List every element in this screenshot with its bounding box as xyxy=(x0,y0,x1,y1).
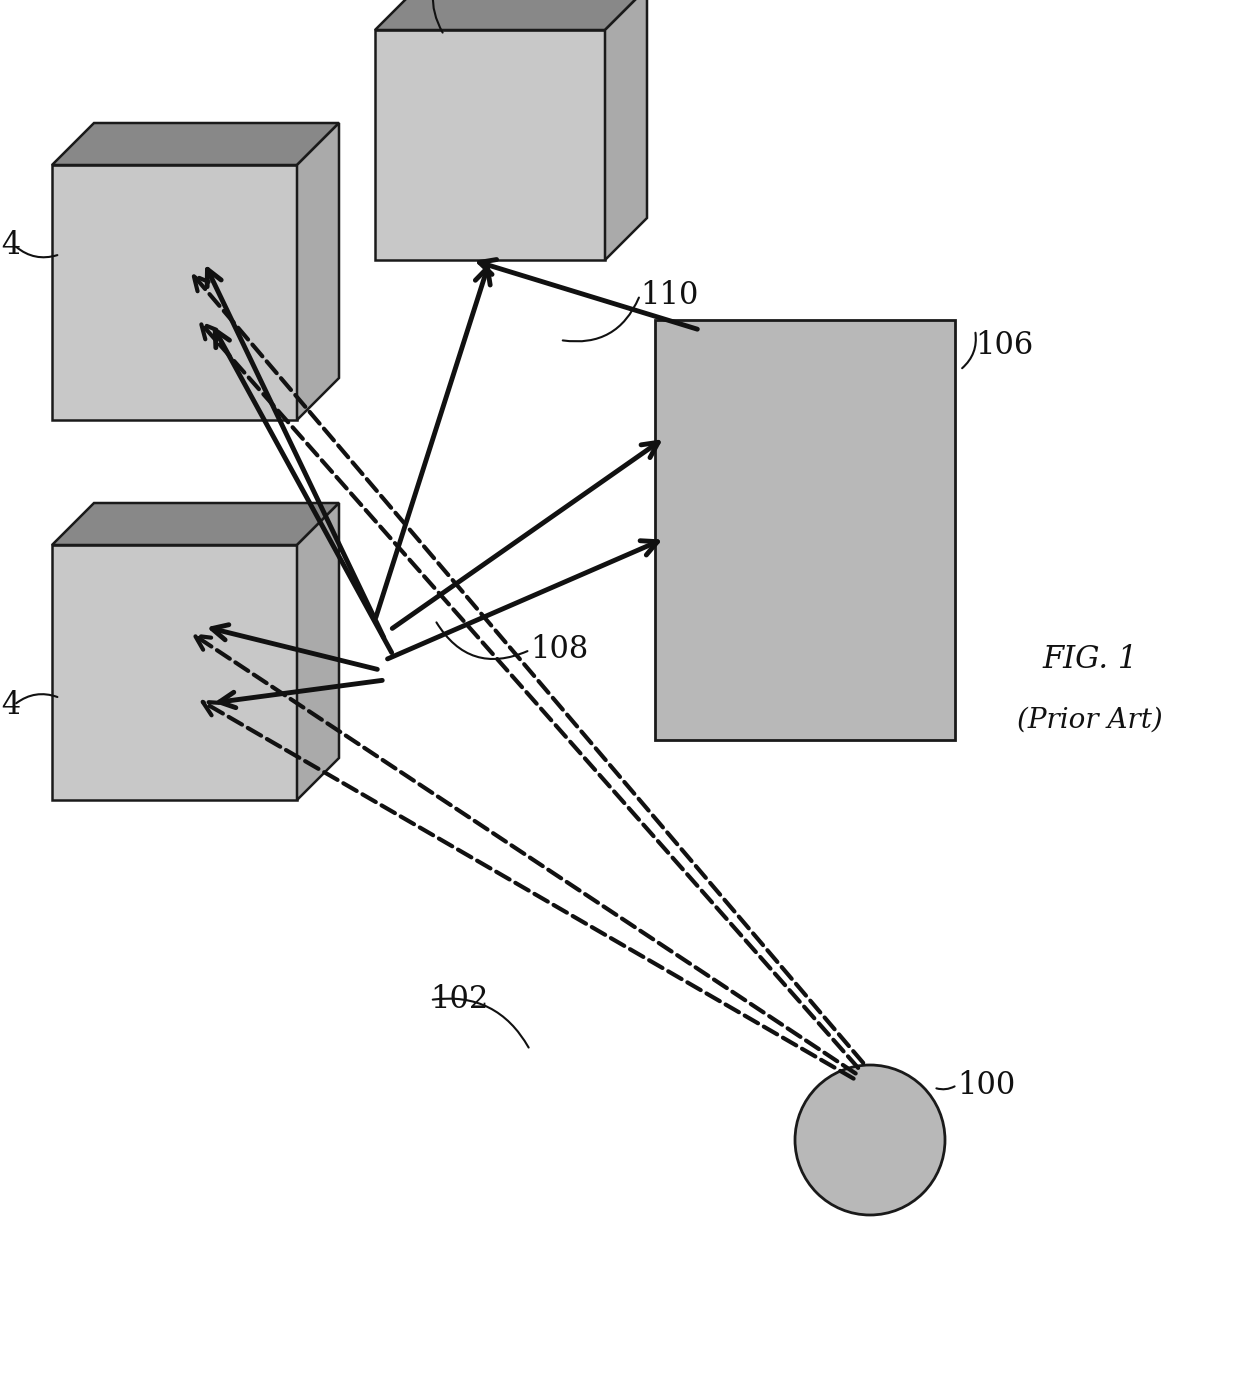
Text: 108: 108 xyxy=(529,634,588,666)
Text: 102: 102 xyxy=(430,985,489,1015)
Text: 100: 100 xyxy=(957,1069,1016,1100)
Polygon shape xyxy=(605,0,647,259)
Polygon shape xyxy=(52,503,339,545)
Polygon shape xyxy=(52,123,339,165)
Polygon shape xyxy=(298,503,339,800)
Bar xyxy=(374,31,605,259)
Text: (Prior Art): (Prior Art) xyxy=(1017,706,1163,734)
Bar xyxy=(655,320,955,741)
Text: 106: 106 xyxy=(975,330,1033,361)
Text: 110: 110 xyxy=(640,280,698,311)
Text: 104: 104 xyxy=(0,689,21,720)
Text: FIG. 1: FIG. 1 xyxy=(1043,645,1137,675)
Polygon shape xyxy=(374,0,647,31)
Polygon shape xyxy=(298,123,339,420)
Circle shape xyxy=(795,1065,945,1215)
Bar xyxy=(52,165,298,420)
Bar xyxy=(52,545,298,800)
Text: 104: 104 xyxy=(0,229,21,261)
